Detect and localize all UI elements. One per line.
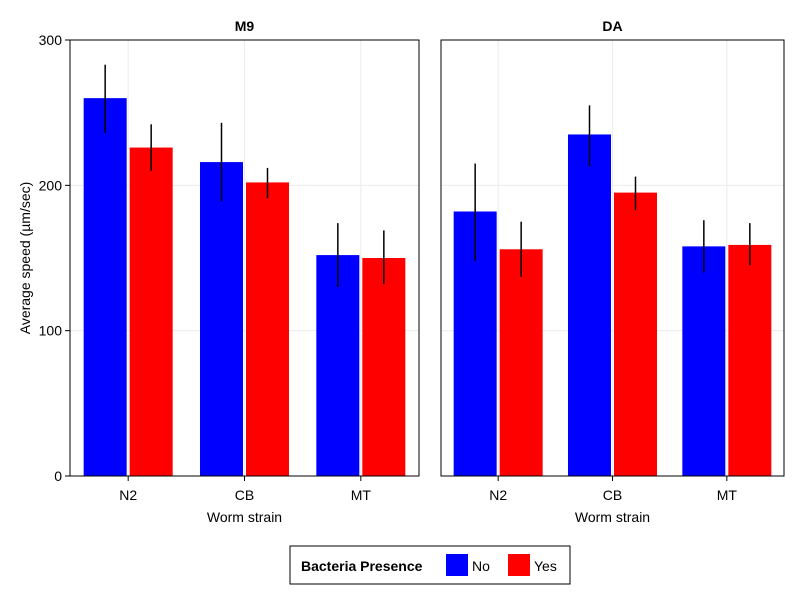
legend-label-No: No: [472, 558, 490, 574]
bar-M9-N2-No: [83, 98, 127, 476]
y-axis-label: Average speed (µm/sec): [17, 182, 33, 335]
legend-title: Bacteria Presence: [301, 558, 423, 574]
bar-DA-N2-Yes: [499, 249, 543, 476]
bar-DA-CB-Yes: [614, 192, 657, 476]
x-axis-label-1: Worm strain: [575, 509, 650, 525]
x-tick-label-M9-N2: N2: [119, 487, 137, 503]
bar-DA-MT-Yes: [728, 244, 772, 476]
bar-M9-MT-No: [316, 255, 360, 476]
y-tick-label-300: 300: [39, 32, 63, 48]
y-tick-label-0: 0: [54, 468, 62, 484]
x-tick-label-DA-N2: N2: [489, 487, 507, 503]
bar-DA-CB-No: [568, 134, 611, 476]
panel-title-0: M9: [235, 18, 255, 34]
panel-title-1: DA: [602, 18, 622, 34]
panel-1-frame: [440, 39, 785, 477]
bar-M9-N2-Yes: [129, 147, 173, 476]
x-tick-label-DA-MT: MT: [717, 487, 738, 503]
legend-swatch-Yes: [508, 554, 530, 576]
y-tick-label-100: 100: [39, 323, 63, 339]
bar-M9-CB-No: [200, 162, 243, 476]
bar-DA-MT-No: [682, 246, 726, 476]
legend-swatch-No: [446, 554, 468, 576]
legend-label-Yes: Yes: [534, 558, 557, 574]
bar-M9-MT-Yes: [362, 258, 406, 476]
bar-M9-CB-Yes: [246, 182, 289, 476]
x-tick-label-M9-MT: MT: [351, 487, 372, 503]
y-tick-label-200: 200: [39, 177, 63, 193]
x-axis-label-0: Worm strain: [207, 509, 282, 525]
x-tick-label-M9-CB: CB: [235, 487, 254, 503]
panel-0-frame: [69, 39, 420, 477]
x-tick-label-DA-CB: CB: [603, 487, 622, 503]
